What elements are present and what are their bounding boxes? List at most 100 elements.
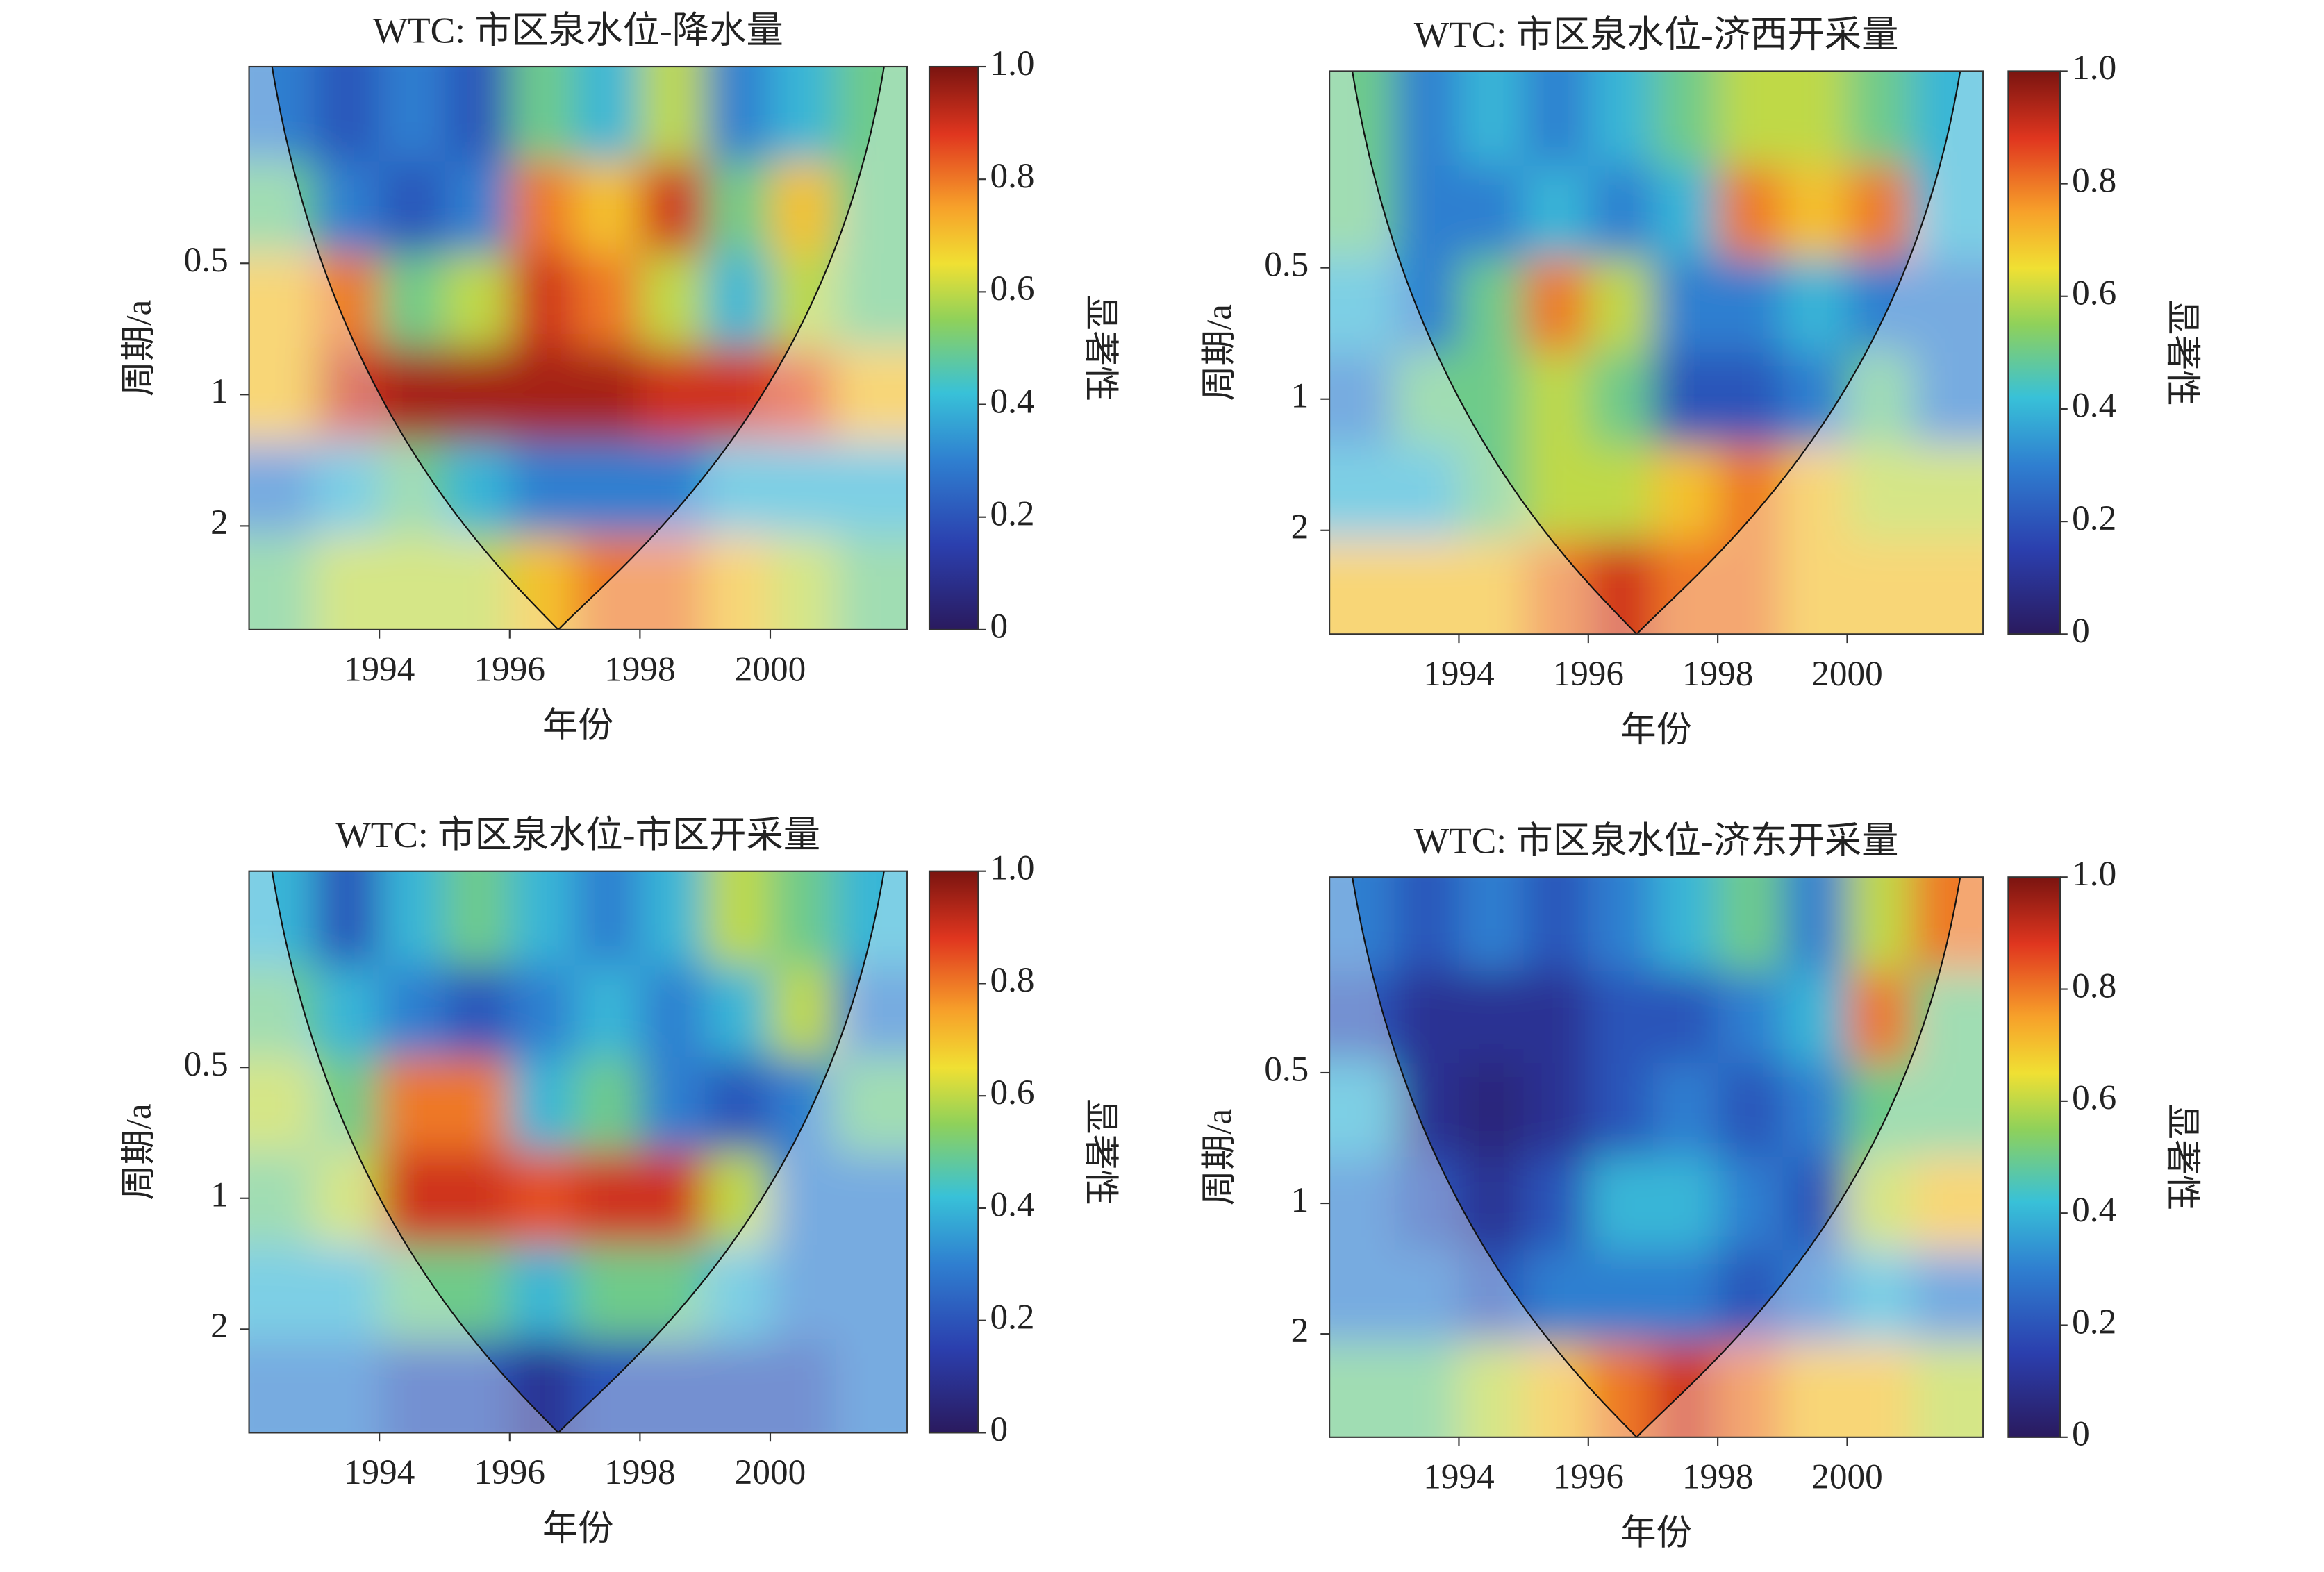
x-tick-label: 1994	[1423, 1457, 1494, 1496]
chart-title: WTC: 市区泉水位-降水量	[373, 9, 783, 51]
cell	[1847, 1063, 1913, 1158]
cell	[1847, 165, 1913, 259]
cell	[444, 347, 511, 442]
cell	[770, 1339, 836, 1433]
cell	[835, 161, 907, 255]
cell	[509, 67, 576, 162]
heatmap	[249, 67, 907, 630]
y-axis-label: 周期/a	[1200, 304, 1239, 401]
cell	[1847, 877, 1913, 972]
cell	[1394, 971, 1460, 1064]
cell	[1588, 71, 1654, 167]
plot-frame	[1329, 876, 1984, 1438]
cell	[705, 965, 772, 1059]
cell	[1523, 165, 1589, 259]
y-axis-label: 周期/a	[119, 299, 159, 396]
colorbar-tick-label: 0.6	[990, 269, 1034, 308]
cell	[1329, 258, 1395, 353]
colorbar	[928, 870, 979, 1434]
x-tick-label: 1996	[474, 1453, 545, 1492]
cell	[444, 1057, 511, 1153]
cell	[314, 67, 381, 162]
cell	[1588, 1250, 1654, 1344]
cell	[1329, 1343, 1395, 1437]
cell	[509, 871, 576, 967]
cell	[1847, 446, 1913, 541]
y-tick-label: 1	[1291, 1180, 1309, 1220]
cell	[1523, 71, 1589, 167]
cell	[1329, 540, 1395, 635]
x-tick-label: 1998	[604, 1453, 675, 1492]
cell	[1523, 540, 1589, 635]
cell	[770, 253, 836, 349]
x-tick-label: 1996	[474, 650, 545, 689]
cell	[1718, 877, 1784, 972]
cell	[705, 347, 772, 442]
cell	[379, 1339, 446, 1433]
x-axis-label: 年份	[542, 1509, 613, 1548]
y-tick-label: 0.5	[184, 240, 229, 280]
x-axis-label: 年份	[1620, 1514, 1691, 1553]
cell	[1459, 71, 1525, 167]
y-tick-label: 0.5	[1264, 244, 1309, 284]
cell	[1911, 446, 1984, 541]
plot-frame	[248, 870, 908, 1434]
cell	[1588, 352, 1654, 447]
cell	[1394, 352, 1460, 447]
cell	[640, 1057, 706, 1153]
cell	[574, 67, 641, 162]
x-tick-label: 1994	[344, 1453, 415, 1492]
cell	[705, 253, 772, 349]
y-tick-label: 1	[1291, 376, 1309, 415]
cell	[1652, 446, 1719, 541]
colorbar-tick-label: 0.8	[990, 960, 1034, 1000]
cell	[835, 1057, 907, 1153]
cell	[1329, 446, 1395, 541]
cell	[444, 253, 511, 349]
cell	[1459, 446, 1525, 541]
cell	[379, 67, 446, 162]
cell	[314, 965, 381, 1059]
colorbar-tick-label: 0	[990, 607, 1008, 646]
cell	[640, 965, 706, 1059]
cell	[1523, 352, 1589, 447]
y-tick-label: 1	[210, 371, 229, 411]
cell	[249, 535, 315, 630]
x-tick-label: 2000	[735, 1453, 806, 1492]
y-tick-label: 2	[1291, 1311, 1309, 1351]
colorbar-tick-label: 0.2	[2072, 1302, 2116, 1341]
cell	[1652, 877, 1719, 972]
cell	[379, 1057, 446, 1153]
cell	[640, 1339, 706, 1433]
x-tick-label: 1998	[1682, 1457, 1753, 1496]
y-tick-label: 0.5	[1264, 1050, 1309, 1089]
cell	[509, 1057, 576, 1153]
cell	[379, 253, 446, 349]
cell	[1847, 258, 1913, 353]
cell	[835, 1151, 907, 1246]
colorbar-label: 显著性	[1080, 1098, 1120, 1205]
cell	[1588, 258, 1654, 353]
colorbar-tick-label: 1.0	[990, 848, 1034, 887]
cell	[1394, 1343, 1460, 1437]
cell	[705, 1339, 772, 1433]
x-tick-label: 1996	[1553, 654, 1624, 694]
cell	[640, 347, 706, 442]
cell	[379, 871, 446, 967]
cell	[249, 1245, 315, 1340]
cell	[1652, 352, 1719, 447]
heatmap	[249, 871, 907, 1433]
cell	[574, 347, 641, 442]
cell	[509, 161, 576, 255]
cell	[1459, 165, 1525, 259]
cell	[1394, 1156, 1460, 1251]
cell	[574, 965, 641, 1059]
cell	[1652, 165, 1719, 259]
cell	[314, 1339, 381, 1433]
cell	[835, 965, 907, 1059]
x-tick-label: 2000	[1811, 654, 1882, 694]
cell	[1459, 877, 1525, 972]
colorbar-tick-label: 0.2	[990, 494, 1034, 533]
cell	[1847, 971, 1913, 1064]
